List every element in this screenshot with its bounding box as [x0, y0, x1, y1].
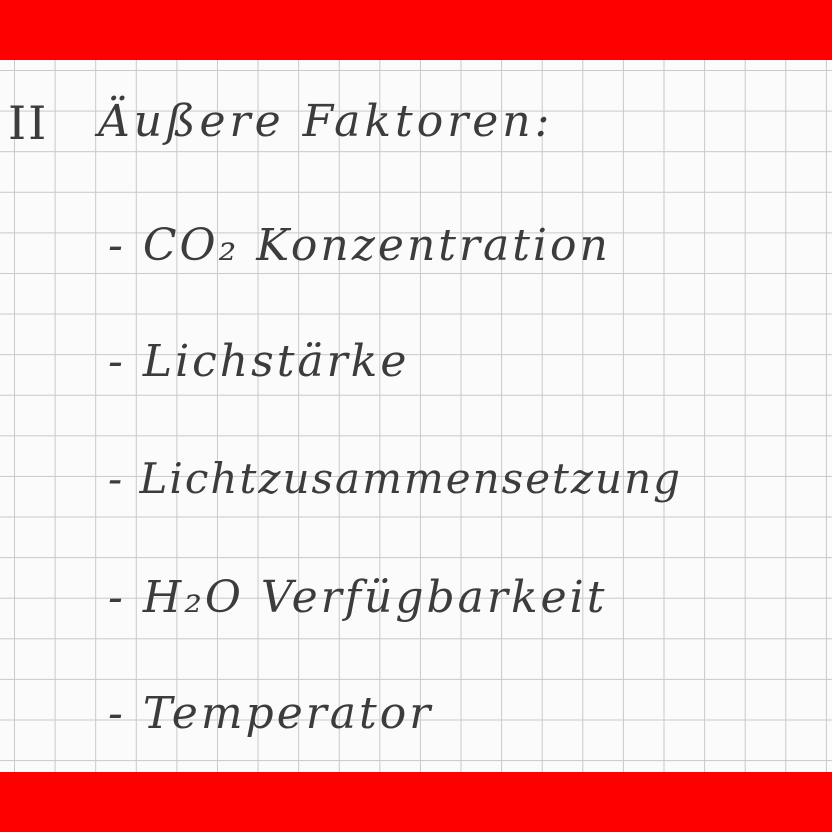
- list-item-h2o: - H₂O Verfügbarkeit: [108, 572, 608, 623]
- grid-paper: [0, 60, 832, 772]
- list-item-lichtstaerke: - Lichstärke: [108, 336, 410, 387]
- list-item-lichtzusammensetzung: - Lichtzusammensetzung: [108, 454, 683, 503]
- section-numeral: II: [8, 96, 49, 150]
- list-item-temperatur: - Temperator: [108, 688, 434, 739]
- list-item-co2: - CO₂ Konzentration: [108, 220, 611, 271]
- top-red-band: [0, 0, 832, 60]
- bottom-red-band: [0, 772, 832, 832]
- heading: Äußere Faktoren:: [98, 96, 554, 147]
